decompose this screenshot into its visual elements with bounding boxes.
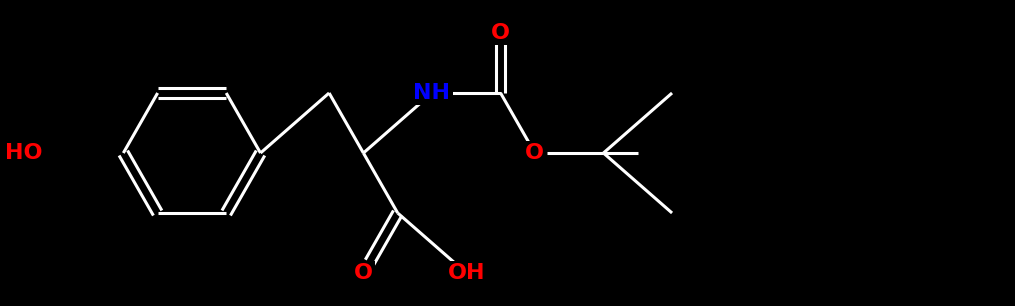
Text: HO: HO [4,143,42,163]
Text: O: O [491,23,511,43]
Text: OH: OH [448,263,485,283]
Text: O: O [354,263,373,283]
Text: NH: NH [413,83,451,103]
Text: O: O [526,143,544,163]
